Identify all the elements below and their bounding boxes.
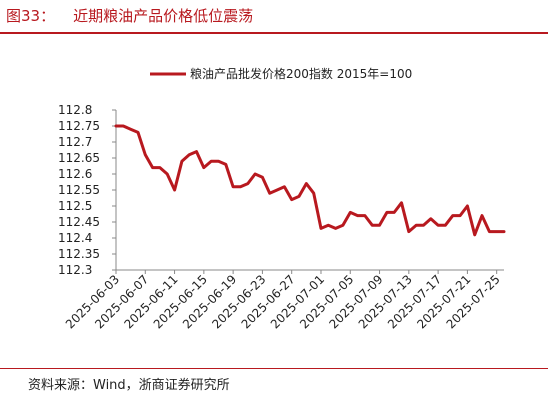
source-rule bbox=[0, 368, 548, 369]
data-point bbox=[327, 224, 330, 226]
data-point bbox=[422, 224, 425, 226]
figure-title: 图33： 近期粮油产品价格低位震荡 bbox=[6, 3, 253, 29]
figure-label: 图33： bbox=[6, 7, 56, 25]
y-tick-label: 112.8 bbox=[58, 103, 92, 117]
y-tick-label: 112.5 bbox=[58, 199, 92, 213]
data-point bbox=[129, 128, 132, 130]
data-point bbox=[305, 182, 308, 185]
figure-title-text: 近期粮油产品价格低位震荡 bbox=[73, 7, 254, 25]
data-point bbox=[144, 154, 147, 156]
data-point bbox=[334, 227, 337, 230]
data-point bbox=[188, 154, 191, 156]
data-point bbox=[217, 160, 220, 162]
data-point bbox=[356, 214, 359, 217]
legend-label: 粮油产品批发价格200指数 2015年=100 bbox=[190, 66, 412, 81]
data-point bbox=[115, 125, 117, 127]
data-point bbox=[495, 230, 498, 233]
data-point bbox=[298, 195, 300, 198]
y-tick-label: 112.6 bbox=[58, 167, 92, 181]
data-point bbox=[371, 224, 374, 226]
data-point bbox=[283, 186, 286, 188]
data-point bbox=[415, 224, 417, 226]
data-point bbox=[364, 214, 366, 217]
y-tick-label: 112.3 bbox=[58, 263, 92, 277]
data-point bbox=[408, 230, 410, 233]
data-point bbox=[239, 186, 242, 188]
data-point bbox=[122, 125, 125, 127]
data-point bbox=[429, 218, 432, 220]
data-point bbox=[225, 163, 227, 166]
data-point bbox=[290, 198, 293, 201]
data-point bbox=[261, 176, 264, 178]
data-point bbox=[393, 211, 395, 214]
data-point bbox=[320, 227, 322, 230]
title-rule bbox=[0, 32, 548, 34]
data-point bbox=[451, 214, 454, 217]
data-point bbox=[166, 173, 169, 175]
data-point bbox=[503, 230, 505, 233]
line-chart: 粮油产品批发价格200指数 2015年=100 112.3 112.35 112.4… bbox=[58, 66, 506, 331]
data-point bbox=[386, 211, 388, 214]
y-tick-label: 112.7 bbox=[58, 135, 92, 149]
data-point bbox=[246, 182, 249, 185]
data-point bbox=[254, 173, 256, 175]
data-point bbox=[342, 224, 344, 226]
data-point bbox=[437, 224, 439, 226]
data-point bbox=[488, 230, 491, 233]
data-point bbox=[444, 224, 447, 226]
data-point bbox=[173, 189, 176, 191]
y-tick-label: 112.4 bbox=[58, 231, 92, 245]
y-axis: 112.3 112.35 112.4 112.45 112.5 112.55 112.6 11… bbox=[58, 103, 117, 277]
data-point bbox=[400, 202, 403, 204]
data-point bbox=[312, 192, 315, 194]
data-point bbox=[203, 166, 205, 169]
data-point bbox=[466, 205, 469, 207]
data-point bbox=[210, 160, 212, 162]
data-point bbox=[473, 234, 476, 236]
data-point bbox=[276, 189, 278, 191]
legend: 粮油产品批发价格200指数 2015年=100 bbox=[150, 66, 412, 81]
data-point bbox=[349, 211, 352, 214]
y-tick-label: 112.75 bbox=[58, 119, 100, 133]
y-tick-label: 112.65 bbox=[58, 151, 100, 165]
data-point bbox=[232, 186, 234, 188]
data-point bbox=[268, 192, 271, 194]
data-point bbox=[151, 166, 154, 169]
data-point bbox=[378, 224, 381, 226]
data-point bbox=[137, 131, 139, 134]
data-point bbox=[195, 150, 198, 153]
y-tick-label: 112.45 bbox=[58, 215, 100, 229]
y-tick-label: 112.55 bbox=[58, 183, 100, 197]
data-point bbox=[181, 160, 183, 162]
series-line bbox=[114, 124, 506, 237]
x-axis: 2025-06-032025-06-072025-06-112025-06-15… bbox=[63, 269, 504, 331]
data-point bbox=[159, 166, 161, 169]
data-point bbox=[459, 214, 461, 217]
series-layer bbox=[114, 124, 506, 237]
data-point bbox=[481, 214, 483, 217]
source-note: 资料来源：Wind，浙商证券研究所 bbox=[28, 378, 230, 393]
y-tick-label: 112.35 bbox=[58, 247, 100, 261]
